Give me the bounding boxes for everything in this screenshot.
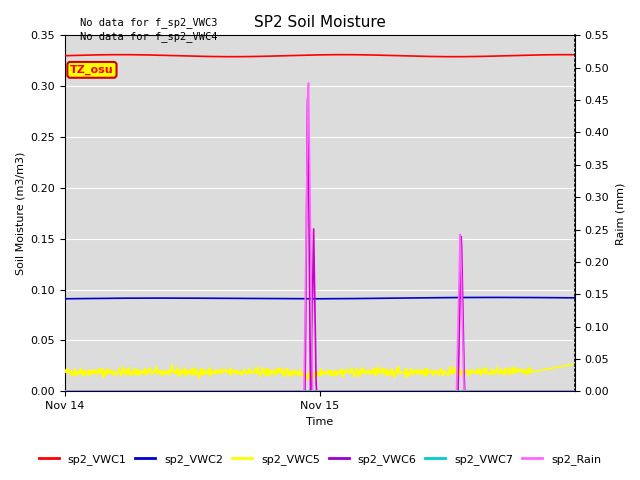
Text: TZ_osu: TZ_osu	[70, 65, 114, 75]
Y-axis label: Raim (mm): Raim (mm)	[615, 182, 625, 244]
Title: SP2 Soil Moisture: SP2 Soil Moisture	[254, 15, 386, 30]
Text: No data for f_sp2_VWC3: No data for f_sp2_VWC3	[80, 17, 218, 28]
Y-axis label: Soil Moisture (m3/m3): Soil Moisture (m3/m3)	[15, 152, 25, 275]
Legend: sp2_VWC1, sp2_VWC2, sp2_VWC5, sp2_VWC6, sp2_VWC7, sp2_Rain: sp2_VWC1, sp2_VWC2, sp2_VWC5, sp2_VWC6, …	[35, 450, 605, 469]
X-axis label: Time: Time	[307, 417, 333, 427]
Text: No data for f_sp2_VWC4: No data for f_sp2_VWC4	[80, 31, 218, 42]
